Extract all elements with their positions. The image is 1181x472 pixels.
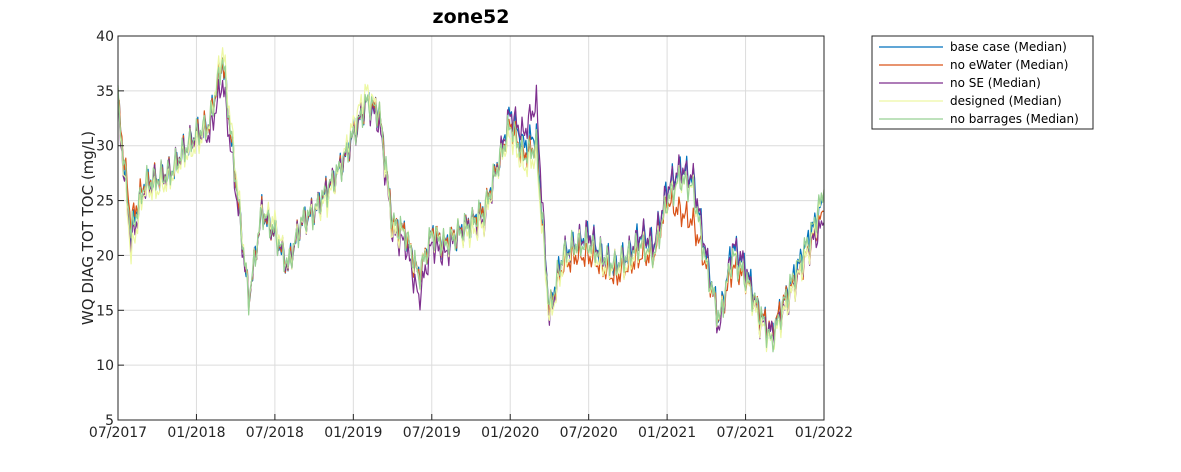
x-tick-label: 07/2017 xyxy=(89,425,147,441)
series-layer xyxy=(117,47,825,353)
legend-label: designed (Median) xyxy=(950,94,1062,108)
series-line xyxy=(117,58,825,353)
x-tick-label: 07/2019 xyxy=(403,425,461,441)
y-tick-label: 25 xyxy=(96,194,114,210)
y-tick-label: 35 xyxy=(96,84,114,100)
y-tick-label: 40 xyxy=(96,29,114,45)
x-tick-label: 01/2021 xyxy=(638,425,696,441)
x-axis: 07/2017 01/2018 07/2018 01/2019 07/2019 01/20… xyxy=(89,414,853,441)
legend-label: no barrages (Median) xyxy=(950,112,1079,126)
x-tick-label: 01/2019 xyxy=(324,425,382,441)
x-tick-label: 07/2018 xyxy=(246,425,304,441)
plot-frame xyxy=(117,35,825,421)
y-axis-label: WQ DIAG TOT TOC (mg/L) xyxy=(79,131,97,325)
legend-label: no SE (Median) xyxy=(950,76,1041,90)
series-line xyxy=(117,47,825,353)
legend: base case (Median) no eWater (Median) no S… xyxy=(871,35,1094,130)
legend-label: no eWater (Median) xyxy=(950,58,1068,72)
y-tick-label: 15 xyxy=(96,303,114,319)
legend-label: base case (Median) xyxy=(950,40,1067,54)
chart-title: zone52 xyxy=(433,6,510,28)
x-tick-label: 01/2020 xyxy=(481,425,539,441)
y-axis: 5 10 15 20 25 30 35 40 xyxy=(96,29,124,429)
x-tick-label: 07/2021 xyxy=(716,425,774,441)
y-tick-label: 5 xyxy=(105,413,114,429)
x-tick-label: 01/2018 xyxy=(167,425,225,441)
y-tick-label: 20 xyxy=(96,248,114,264)
y-tick-label: 10 xyxy=(96,358,114,374)
x-tick-label: 01/2022 xyxy=(795,425,853,441)
y-tick-label: 30 xyxy=(96,139,114,155)
x-tick-label: 07/2020 xyxy=(560,425,618,441)
